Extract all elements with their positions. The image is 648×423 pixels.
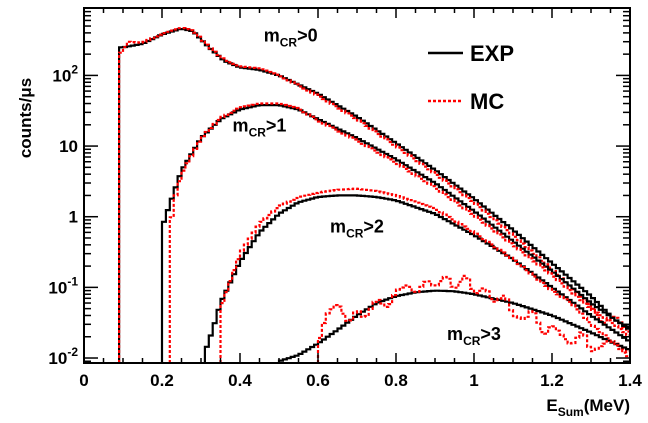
annotation-mcr: mCR>3 bbox=[447, 324, 501, 348]
series-mc-m-cr-2-5 bbox=[219, 187, 630, 363]
x-tick-label: 0.6 bbox=[306, 371, 330, 390]
x-tick-labels: 0 0.2 0.4 0.6 0.8 1 1.2 1.4 bbox=[79, 371, 642, 390]
y-tick-label-base: 10 bbox=[48, 349, 67, 368]
y-tick-label-exp: 2 bbox=[71, 62, 78, 76]
annotation-sub: CR bbox=[280, 36, 298, 50]
legend-label-mc: MC bbox=[470, 89, 504, 114]
legend: EXP MC bbox=[428, 41, 514, 114]
y-tick-label-exp: -2 bbox=[67, 345, 78, 359]
annotation-main: m bbox=[330, 216, 346, 236]
y-tick-label: 102 bbox=[52, 62, 78, 85]
annotation-sub: CR bbox=[249, 126, 267, 140]
x-axis-title-main: E bbox=[546, 396, 557, 415]
x-axis-title-unit: (MeV) bbox=[584, 396, 630, 415]
x-tick-label: 1.4 bbox=[618, 371, 642, 390]
y-tick-label-exp: -1 bbox=[67, 274, 78, 288]
x-tick-label: 1.2 bbox=[540, 371, 564, 390]
y-tick-label: 1 bbox=[69, 208, 78, 227]
y-tick-label: 10-1 bbox=[48, 274, 78, 297]
series-mc-m-cr-3-7 bbox=[316, 274, 630, 363]
x-tick-label: 0.8 bbox=[384, 371, 408, 390]
ticks-layer bbox=[83, 7, 631, 363]
y-tick-label: 10 bbox=[59, 137, 78, 156]
series-exp-m-cr-1-2 bbox=[160, 104, 630, 363]
x-axis-title: ESum(MeV) bbox=[546, 396, 630, 419]
annotation-sub: CR bbox=[463, 334, 481, 348]
annotation-mcr: mCR>0 bbox=[264, 26, 318, 50]
legend-label-exp: EXP bbox=[470, 41, 514, 66]
annotation-main: m bbox=[264, 26, 280, 46]
y-tick-label-base: 10 bbox=[52, 66, 71, 85]
y-tick-label-base: 1 bbox=[69, 208, 78, 227]
series-layer bbox=[118, 27, 630, 363]
annotation-main: m bbox=[233, 116, 249, 136]
series-exp-m-cr-2-4 bbox=[203, 194, 630, 363]
annotation-sub: CR bbox=[346, 226, 364, 240]
y-tick-label-base: 10 bbox=[48, 278, 67, 297]
x-tick-label: 0.2 bbox=[150, 371, 174, 390]
series-mc-m-cr-0-1 bbox=[118, 27, 630, 363]
annotation-main: m bbox=[447, 324, 463, 344]
annotation-mcr: mCR>1 bbox=[233, 116, 287, 140]
annotation-tail: >3 bbox=[480, 324, 501, 344]
x-tick-label: 0 bbox=[79, 371, 88, 390]
annotation-tail: >0 bbox=[297, 26, 318, 46]
series-mc-m-cr-1-3 bbox=[168, 102, 630, 363]
annotation-tail: >2 bbox=[363, 216, 384, 236]
x-tick-label: 0.4 bbox=[228, 371, 252, 390]
series-exp-m-cr-3-6 bbox=[277, 289, 630, 363]
x-tick-label: 1 bbox=[469, 371, 478, 390]
x-axis-title-sub: Sum bbox=[558, 405, 584, 419]
y-tick-label-base: 10 bbox=[59, 137, 78, 156]
y-tick-label: 10-2 bbox=[48, 345, 78, 368]
annotation-tail: >1 bbox=[266, 116, 287, 136]
annotation-mcr: mCR>2 bbox=[330, 216, 384, 240]
y-axis-title: counts/μs bbox=[16, 78, 35, 158]
